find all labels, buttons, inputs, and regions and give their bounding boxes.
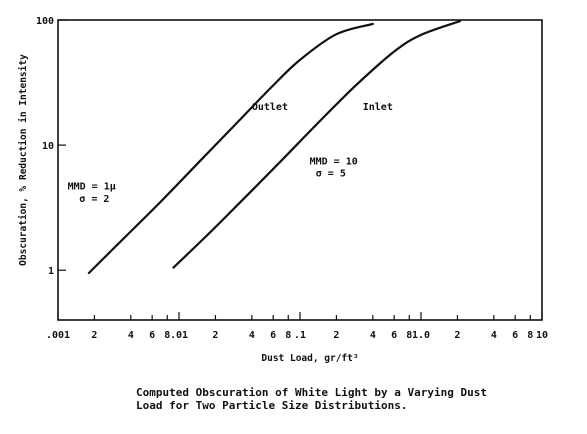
y-tick-label: 1 bbox=[48, 266, 54, 277]
x-tick-label: 2 bbox=[454, 330, 460, 341]
x-tick-label: 6 bbox=[512, 330, 518, 341]
x-tick-label: .001 bbox=[46, 330, 70, 341]
x-tick-label: 10 bbox=[536, 330, 548, 341]
annotation-outlet-sigma: σ = 2 bbox=[79, 194, 109, 205]
x-axis-label: Dust Load, gr/ft³ bbox=[261, 353, 358, 364]
caption-line-1: Computed Obscuration of White Light by a… bbox=[136, 386, 487, 399]
x-tick-label: 6 bbox=[391, 330, 397, 341]
annotation-inlet-label: Inlet bbox=[363, 102, 393, 113]
x-tick-label: 4 bbox=[249, 330, 255, 341]
series-line-outlet bbox=[87, 22, 374, 275]
x-tick-label: 2 bbox=[333, 330, 339, 341]
annotation-inlet-sigma: σ = 5 bbox=[316, 169, 346, 180]
series-line-inlet bbox=[172, 20, 462, 269]
x-tick-label: 4 bbox=[370, 330, 376, 341]
figure-caption: Computed Obscuration of White Light by a… bbox=[136, 386, 576, 412]
x-tick-label: 8 bbox=[285, 330, 291, 341]
y-tick-label: 10 bbox=[42, 141, 54, 152]
x-tick-label: 4 bbox=[491, 330, 497, 341]
x-tick-label: 8 bbox=[406, 330, 412, 341]
annotation-outlet-mmd: MMD = 1μ bbox=[68, 182, 116, 193]
annotation-outlet-label: Outlet bbox=[252, 102, 288, 113]
annotation-inlet-mmd: MMD = 10 bbox=[310, 156, 358, 167]
x-tick-label: 2 bbox=[212, 330, 218, 341]
x-tick-label: .1 bbox=[294, 330, 306, 341]
x-tick-label: 4 bbox=[128, 330, 134, 341]
y-tick-label: 100 bbox=[36, 16, 54, 27]
x-tick-label: 6 bbox=[149, 330, 155, 341]
x-tick-label: 1.0 bbox=[412, 330, 430, 341]
x-tick-label: 2 bbox=[91, 330, 97, 341]
caption-line-2: Load for Two Particle Size Distributions… bbox=[136, 399, 408, 412]
x-tick-label: 6 bbox=[270, 330, 276, 341]
x-tick-label: 8 bbox=[527, 330, 533, 341]
x-tick-label: 8 bbox=[164, 330, 170, 341]
x-tick-label: .01 bbox=[170, 330, 188, 341]
y-axis-label: Obscuration, % Reduction in Intensity bbox=[18, 54, 29, 266]
plot-frame bbox=[57, 19, 543, 321]
